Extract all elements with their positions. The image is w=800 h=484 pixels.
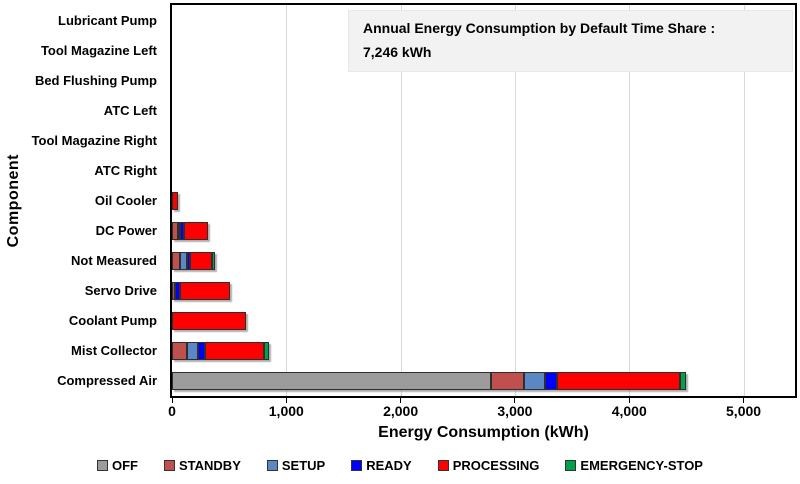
x-tick-label: 1,000	[268, 403, 304, 419]
bar-segment-processing	[184, 221, 208, 240]
x-tick-label: 2,000	[383, 403, 419, 419]
x-tick-label: 5,000	[726, 403, 762, 419]
legend-swatch	[97, 460, 108, 471]
legend-swatch	[437, 460, 449, 471]
bar-segment-emergency-stop	[680, 371, 686, 390]
x-tick-mark	[743, 398, 745, 403]
bar-segment-standby	[172, 251, 180, 270]
bar-row	[172, 251, 795, 270]
bar-segment-setup	[523, 371, 546, 390]
bar-segment-standby	[172, 341, 187, 360]
legend-label: READY	[366, 458, 412, 473]
y-axis-labels: Lubricant Pump Tool Magazine Left Bed Flus…	[0, 5, 164, 396]
gridlines-layer	[172, 5, 795, 396]
x-tick-label: 3,000	[497, 403, 533, 419]
bar-row	[172, 221, 795, 240]
y-axis-label: Servo Drive	[84, 283, 157, 299]
y-axis-label: Bed Flushing Pump	[34, 72, 157, 88]
y-axis-label: Tool Magazine Left	[40, 42, 157, 58]
bar-row	[172, 191, 795, 210]
legend: OFF STANDBY SETUP READY PROCESSING EMERGENCY-…	[0, 458, 800, 473]
bar-segment-processing	[172, 311, 247, 330]
bars-layer	[172, 5, 795, 396]
legend-label: SETUP	[281, 458, 326, 473]
bar-segment-setup	[177, 221, 180, 240]
bar-segment-processing	[204, 341, 264, 360]
bar-row	[172, 281, 795, 300]
bar-row	[172, 311, 795, 330]
x-tick-mark	[514, 398, 516, 403]
gridline	[514, 5, 516, 396]
y-axis-label: Oil Cooler	[94, 193, 157, 208]
legend-item: EMERGENCY-STOP	[565, 458, 703, 473]
bar-segment-setup	[186, 341, 199, 360]
bar-segment-standby	[490, 371, 524, 390]
bar-segment-standby	[172, 281, 175, 300]
y-axis-label: Mist Collector	[71, 343, 157, 359]
bar-segment-setup	[180, 251, 187, 270]
y-axis-label: ATC Left	[103, 102, 157, 118]
gridline	[286, 5, 288, 396]
x-tick-label: 0	[168, 403, 176, 419]
legend-label: STANDBY	[179, 458, 241, 473]
bar-segment-ready	[545, 371, 557, 390]
bar-segment-ready	[179, 221, 185, 240]
gridline	[400, 5, 402, 396]
annotation-value: 7,246 kWh	[363, 44, 432, 60]
legend-label: OFF	[112, 458, 138, 473]
x-tick-mark	[400, 398, 402, 403]
y-axis-label: DC Power	[95, 223, 157, 239]
x-tick-mark	[285, 398, 287, 403]
legend-item: SETUP	[266, 458, 326, 473]
legend-item: READY	[351, 458, 412, 473]
bar-segment-ready	[186, 251, 191, 270]
x-tick-mark	[628, 398, 630, 403]
legend-swatch	[266, 460, 278, 471]
y-axis-label: Lubricant Pump	[58, 12, 157, 28]
bar-segment-off	[172, 371, 491, 390]
annotation-box: Annual Energy Consumption by Default Tim…	[348, 10, 793, 72]
x-tick-mark	[171, 398, 173, 403]
y-axis-label: Tool Magazine Right	[31, 132, 157, 148]
legend-item: OFF	[97, 458, 138, 473]
legend-item: STANDBY	[164, 458, 241, 473]
legend-swatch	[565, 460, 577, 471]
bar-segment-emergency-stop	[211, 251, 215, 270]
y-axis-label: Compressed Air	[57, 373, 157, 389]
bar-segment-ready	[198, 341, 205, 360]
bar-segment-processing	[556, 371, 681, 390]
x-axis-ticks	[171, 398, 795, 403]
legend-swatch	[164, 460, 175, 471]
legend-label: EMERGENCY-STOP	[580, 458, 703, 473]
bar-segment-ready	[174, 281, 180, 300]
annotation-title: Annual Energy Consumption by Default Tim…	[363, 20, 716, 36]
y-axis-label: Coolant Pump	[68, 313, 157, 329]
bar-row	[172, 371, 795, 390]
gridline	[629, 5, 631, 396]
legend-label: PROCESSING	[452, 458, 540, 473]
legend-swatch	[351, 460, 363, 471]
legend-item: PROCESSING	[437, 458, 540, 473]
axis-title-x: Energy Consumption (kWh)	[378, 424, 589, 441]
gridline	[743, 5, 745, 396]
y-axis-label: ATC Right	[94, 162, 157, 178]
x-axis-labels: 0 1,000 2,000 3,000 4,000 5,000	[168, 403, 795, 421]
y-axis-label: Not Measured	[71, 253, 157, 269]
bar-segment-standby	[172, 221, 178, 240]
bar-segment-processing	[179, 281, 231, 300]
x-tick-label: 4,000	[611, 403, 647, 419]
bar-segment-emergency-stop	[264, 341, 270, 360]
bar-segment-processing	[172, 191, 179, 210]
bar-row	[172, 341, 795, 360]
bar-segment-processing	[190, 251, 212, 270]
